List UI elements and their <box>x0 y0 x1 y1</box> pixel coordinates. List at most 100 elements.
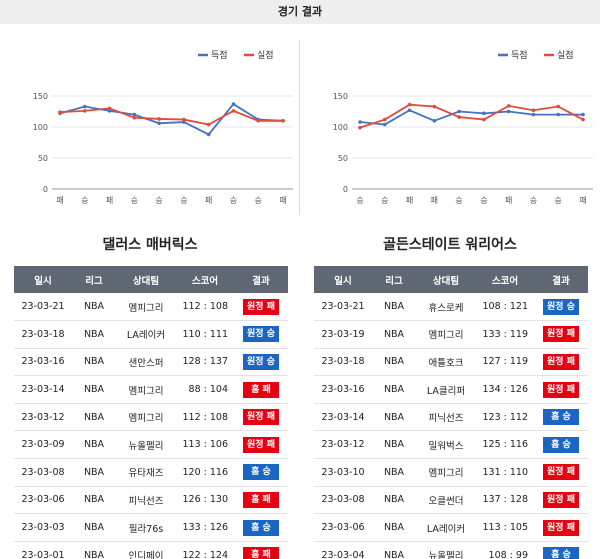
x-tick-label: 승 <box>131 196 138 205</box>
cell-opponent: 애틀호크 <box>416 348 476 377</box>
cell-opponent: LA레이커 <box>416 513 476 542</box>
result-badge: 원정 승 <box>243 326 279 343</box>
series-scored-point <box>457 109 461 114</box>
x-tick-label: 패 <box>579 195 586 205</box>
x-tick-label: 패 <box>431 195 438 205</box>
series-scored-point <box>531 112 536 117</box>
cell-league: NBA <box>72 458 116 487</box>
legend-conceded-label: 실점 <box>257 49 274 61</box>
cell-result: 원정 패 <box>534 486 588 515</box>
cell-score: 88 : 104 <box>176 375 234 404</box>
series-scored-point <box>231 102 236 106</box>
col-result: 결과 <box>234 266 288 293</box>
cell-score: 112 : 108 <box>176 403 234 432</box>
team-title-dallas: 댈러스 매버릭스 <box>102 237 198 253</box>
cell-score: 125 : 116 <box>476 430 534 460</box>
x-tick-label: 승 <box>155 196 162 205</box>
table-row: 23-03-10 NBA 멤피그리 131 : 110 원정 패 <box>314 458 588 487</box>
cell-result: 원정 패 <box>534 375 588 404</box>
y-axis: 0 50 100 150 <box>333 92 593 194</box>
series-conceded-point <box>407 102 412 107</box>
table-row: 23-03-08 NBA 오클썬더 137 : 128 원정 패 <box>314 486 588 515</box>
cell-date: 23-03-03 <box>14 513 72 542</box>
result-badge: 원정 패 <box>243 409 279 426</box>
cell-score: 113 : 106 <box>176 430 234 460</box>
games-table-dallas: 일시 리그 상대팀 스코어 결과 23-03-21 NBA 멤피그리 112 : 10… <box>14 266 288 559</box>
series-scored-line <box>59 102 284 136</box>
cell-score: 110 : 111 <box>176 320 234 349</box>
series-conceded-point <box>82 109 87 113</box>
series-conceded-point <box>482 117 486 122</box>
table-row: 23-03-09 NBA 뉴올펠리 113 : 106 원정 패 <box>14 430 288 460</box>
cell-date: 23-03-06 <box>14 486 72 515</box>
legend-conceded-label: 실점 <box>557 49 574 61</box>
series-conceded-point <box>256 119 261 123</box>
y-tick-label: 150 <box>333 92 348 101</box>
cell-date: 23-03-19 <box>314 320 372 349</box>
table-row: 23-03-12 NBA 멤피그리 112 : 108 원정 패 <box>14 403 288 432</box>
cell-date: 23-03-21 <box>14 293 72 322</box>
cell-opponent: LA레이커 <box>116 320 176 349</box>
cell-date: 23-03-10 <box>314 458 372 487</box>
cell-score: 113 : 105 <box>476 513 534 542</box>
cell-league: NBA <box>72 293 116 322</box>
cell-score: 133 : 126 <box>176 513 234 542</box>
cell-opponent: 휴스로케 <box>416 293 476 322</box>
x-tick-label: 승 <box>480 196 487 205</box>
result-badge: 원정 패 <box>543 353 579 370</box>
x-tick-label: 승 <box>455 196 462 205</box>
cell-league: NBA <box>372 348 416 377</box>
cell-result: 홈 승 <box>534 541 588 559</box>
table-row: 23-03-04 NBA 뉴올펠리 108 : 99 홈 승 <box>314 541 588 559</box>
result-badge: 원정 패 <box>243 298 279 315</box>
cell-result: 홈 승 <box>234 458 288 487</box>
series-conceded-point <box>382 117 387 122</box>
cell-league: NBA <box>72 430 116 460</box>
table-row: 23-03-06 NBA LA레이커 113 : 105 원정 패 <box>314 513 588 542</box>
series-scored-point <box>407 108 412 113</box>
cell-score: 120 : 116 <box>176 458 234 487</box>
cell-opponent: 유타재즈 <box>116 458 176 487</box>
chart-legend: 득점 실점 <box>498 49 574 61</box>
cell-opponent: 멤피그리 <box>116 403 176 432</box>
col-date: 일시 <box>14 266 72 293</box>
cell-opponent: 멤피그리 <box>416 458 476 487</box>
chart-dallas: 득점 실점 0 50 100 150 패 승 패 승 승 승 패 승 승 패 <box>5 40 295 215</box>
series-conceded-point <box>206 122 211 127</box>
cell-result: 원정 승 <box>534 293 588 322</box>
series-conceded-point <box>432 104 437 109</box>
cell-result: 홈 승 <box>234 513 288 542</box>
table-row: 23-03-01 NBA 인디페이 122 : 124 홈 패 <box>14 541 288 559</box>
table-header-row: 일시 리그 상대팀 스코어 결과 <box>314 266 588 293</box>
x-tick-label: 패 <box>56 195 63 205</box>
cell-league: NBA <box>372 430 416 460</box>
y-tick-label: 0 <box>43 185 48 194</box>
cell-league: NBA <box>372 293 416 322</box>
cell-score: 112 : 108 <box>176 293 234 322</box>
result-badge: 원정 패 <box>543 326 579 343</box>
cell-score: 134 : 126 <box>476 375 534 404</box>
cell-league: NBA <box>72 513 116 542</box>
result-badge: 홈 승 <box>543 436 579 453</box>
series-conceded-point <box>182 117 186 122</box>
result-badge: 홈 승 <box>543 409 579 426</box>
series-conceded-point <box>107 106 112 111</box>
cell-opponent: 피닉선즈 <box>416 403 476 432</box>
x-tick-label: 승 <box>381 196 388 205</box>
x-tick-label: 패 <box>505 195 512 205</box>
y-axis: 0 50 100 150 <box>33 92 293 194</box>
cell-result: 원정 승 <box>234 348 288 377</box>
cell-date: 23-03-18 <box>14 320 72 349</box>
cell-league: NBA <box>372 403 416 432</box>
cell-result: 원정 패 <box>234 430 288 460</box>
table-row: 23-03-21 NBA 멤피그리 112 : 108 원정 패 <box>14 293 288 322</box>
col-score: 스코어 <box>476 266 534 293</box>
col-score: 스코어 <box>176 266 234 293</box>
cell-result: 원정 승 <box>234 320 288 349</box>
col-opponent: 상대팀 <box>116 266 176 293</box>
chart-legend: 득점 실점 <box>198 49 274 61</box>
cell-opponent: 인디페이 <box>116 541 176 559</box>
series-scored-point <box>206 132 211 137</box>
cell-league: NBA <box>72 403 116 432</box>
